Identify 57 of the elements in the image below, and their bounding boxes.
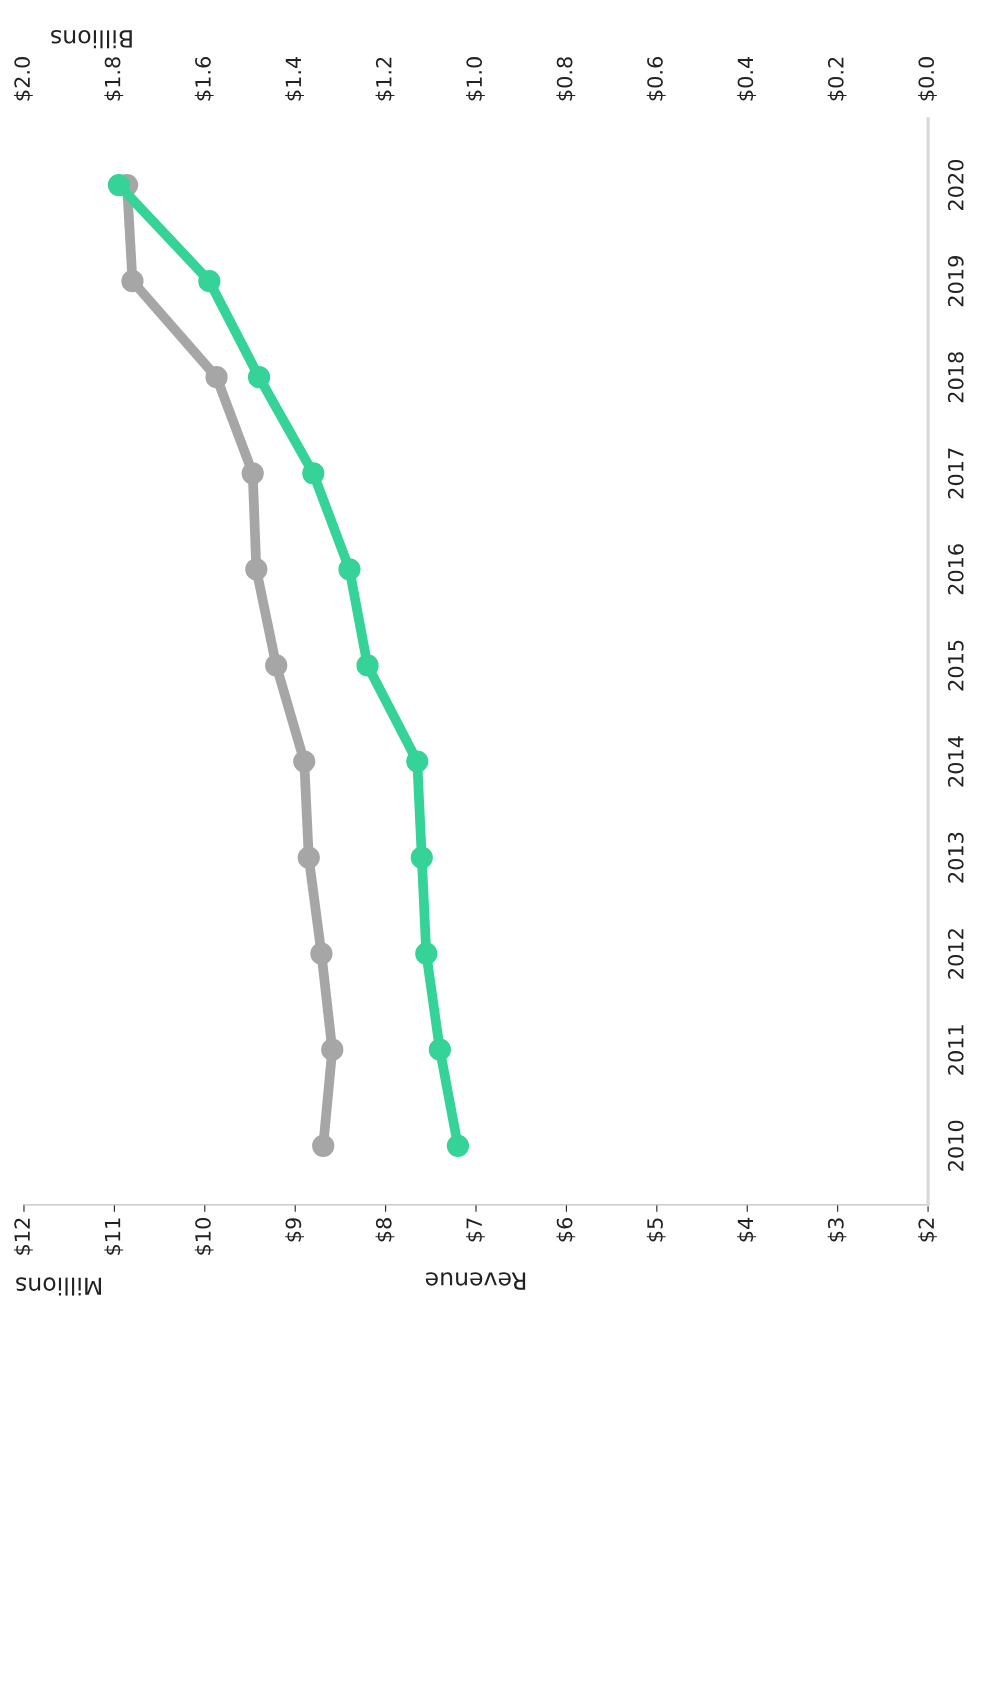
point: [121, 270, 144, 293]
point: [406, 750, 429, 773]
x-axis-title: Revenue: [425, 1272, 526, 1290]
x2-tick-label: $0.8: [556, 57, 576, 101]
y-tick-label: 2019: [947, 256, 964, 307]
x-tick-label: $9: [285, 1218, 305, 1242]
point: [338, 558, 361, 581]
point: [245, 558, 268, 581]
x2-tick-label: $1.8: [104, 57, 124, 101]
x2-tick-label: $0.0: [917, 57, 937, 101]
point: [428, 1038, 451, 1061]
y-tick-label: 2015: [947, 640, 964, 691]
y-tick-label: 2020: [947, 159, 964, 211]
x-tick-label: $12: [13, 1218, 33, 1255]
x-tick-label: $2: [917, 1218, 937, 1242]
x-tick-label: $10: [194, 1218, 214, 1255]
x2-tick-label: $0.2: [827, 57, 847, 101]
x2-tick-label: $1.4: [285, 56, 305, 101]
x-tick-label: $3: [827, 1218, 847, 1242]
y-tick-label: 2011: [947, 1025, 964, 1075]
point: [205, 366, 228, 389]
point: [107, 173, 131, 197]
point: [247, 366, 271, 389]
y-tick-label: 2013: [947, 832, 964, 883]
text: Millions: [16, 1277, 101, 1296]
point: [310, 942, 333, 965]
y-tick-label: 2017: [947, 448, 964, 499]
y-tick-label: 2016: [947, 544, 964, 595]
x-tick-label: $4: [737, 1217, 757, 1242]
x-tick-label: $8: [375, 1218, 395, 1242]
x2-tick-label: $0.4: [737, 56, 757, 101]
x2-tick-label: $1.2: [375, 57, 395, 101]
x2-tick-label: $1.6: [194, 57, 214, 101]
point: [265, 654, 288, 677]
y-tick-label: 2018: [947, 352, 964, 403]
point: [297, 846, 320, 869]
point: [198, 270, 221, 293]
point: [356, 654, 379, 677]
y-tick-label: 2014: [947, 736, 964, 787]
point: [293, 750, 316, 773]
text: Billions: [51, 30, 132, 49]
point: [446, 1134, 470, 1157]
point: [241, 462, 264, 485]
point: [302, 462, 325, 485]
x-tick-label: $7: [465, 1218, 485, 1242]
x-tick-label: $5: [646, 1218, 666, 1242]
point: [415, 942, 438, 965]
x2-tick-label: $0.6: [646, 57, 666, 101]
x-tick-label: $11: [104, 1218, 124, 1255]
y-tick-label: 2012: [947, 929, 964, 979]
y-tick-label: 2010: [947, 1120, 964, 1171]
x2-tick-label: $2.0: [13, 57, 33, 101]
x2-tick-label: $1.0: [465, 57, 485, 101]
point: [321, 1038, 344, 1061]
point: [312, 1134, 335, 1157]
point: [410, 846, 433, 869]
x-tick-label: $6: [556, 1217, 576, 1242]
